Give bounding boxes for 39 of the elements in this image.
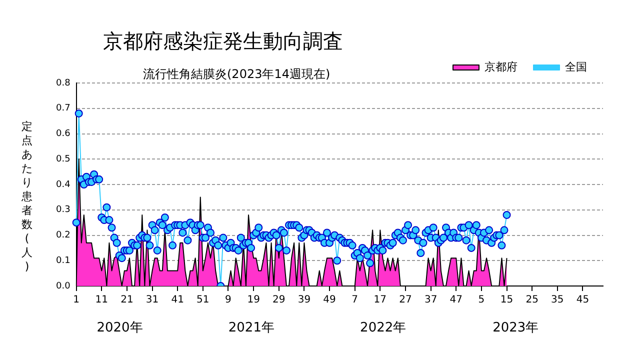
y-tick-label: 0.8	[56, 78, 71, 88]
y-tick-label: 0.0	[56, 281, 71, 292]
x-tick-label: 47	[450, 294, 463, 306]
x-tick-label: 15	[500, 294, 514, 306]
x-tick-label: 19	[247, 294, 260, 306]
x-tick-label: 27	[399, 294, 412, 306]
y-tick-label: 0.6	[56, 129, 71, 140]
text: 2021年	[228, 320, 274, 336]
y-tick-label: 0.1	[56, 256, 70, 266]
x-tick-label: 35	[551, 294, 564, 306]
x-tick-label: 45	[576, 294, 590, 306]
y-tick-label: 0.5	[56, 154, 70, 164]
x-tick-label: 5	[478, 294, 485, 306]
x-tick-label: 37	[424, 294, 438, 306]
x-tick-label: 29	[272, 294, 286, 306]
chart-subtitle: 流行性角結膜炎(2023年14週現在)	[143, 66, 330, 83]
x-tick-label: 39	[298, 294, 311, 306]
chart-title: 京都府感染症発生動向調査	[103, 28, 343, 55]
x-tick-label: 41	[171, 294, 184, 306]
x-tick-label: 31	[146, 294, 159, 306]
text: 2023年	[492, 320, 539, 336]
x-tick-label: 9	[225, 294, 232, 306]
x-tick-label: 25	[526, 294, 538, 306]
x-tick-label: 7	[352, 294, 358, 306]
legend-label: 全国	[565, 60, 587, 74]
y-tick-label: 0.2	[56, 230, 70, 241]
x-tick-label: 51	[196, 294, 210, 306]
y-tick-label: 0.7	[56, 104, 70, 114]
text: 2022年	[360, 320, 406, 336]
x-tick-label: 11	[95, 294, 108, 306]
x-tick-label: 49	[323, 294, 336, 306]
text: 定点あたり患者数(人)	[22, 120, 32, 273]
y-tick-label: 0.4	[56, 180, 71, 190]
y-tick-label: 0.3	[56, 205, 70, 216]
text: 2020年	[96, 320, 143, 336]
x-tick-label: 1	[73, 294, 80, 306]
x-tick-label: 21	[120, 294, 134, 306]
legend-label: 京都府	[484, 60, 518, 74]
x-tick-label: 17	[374, 294, 387, 306]
